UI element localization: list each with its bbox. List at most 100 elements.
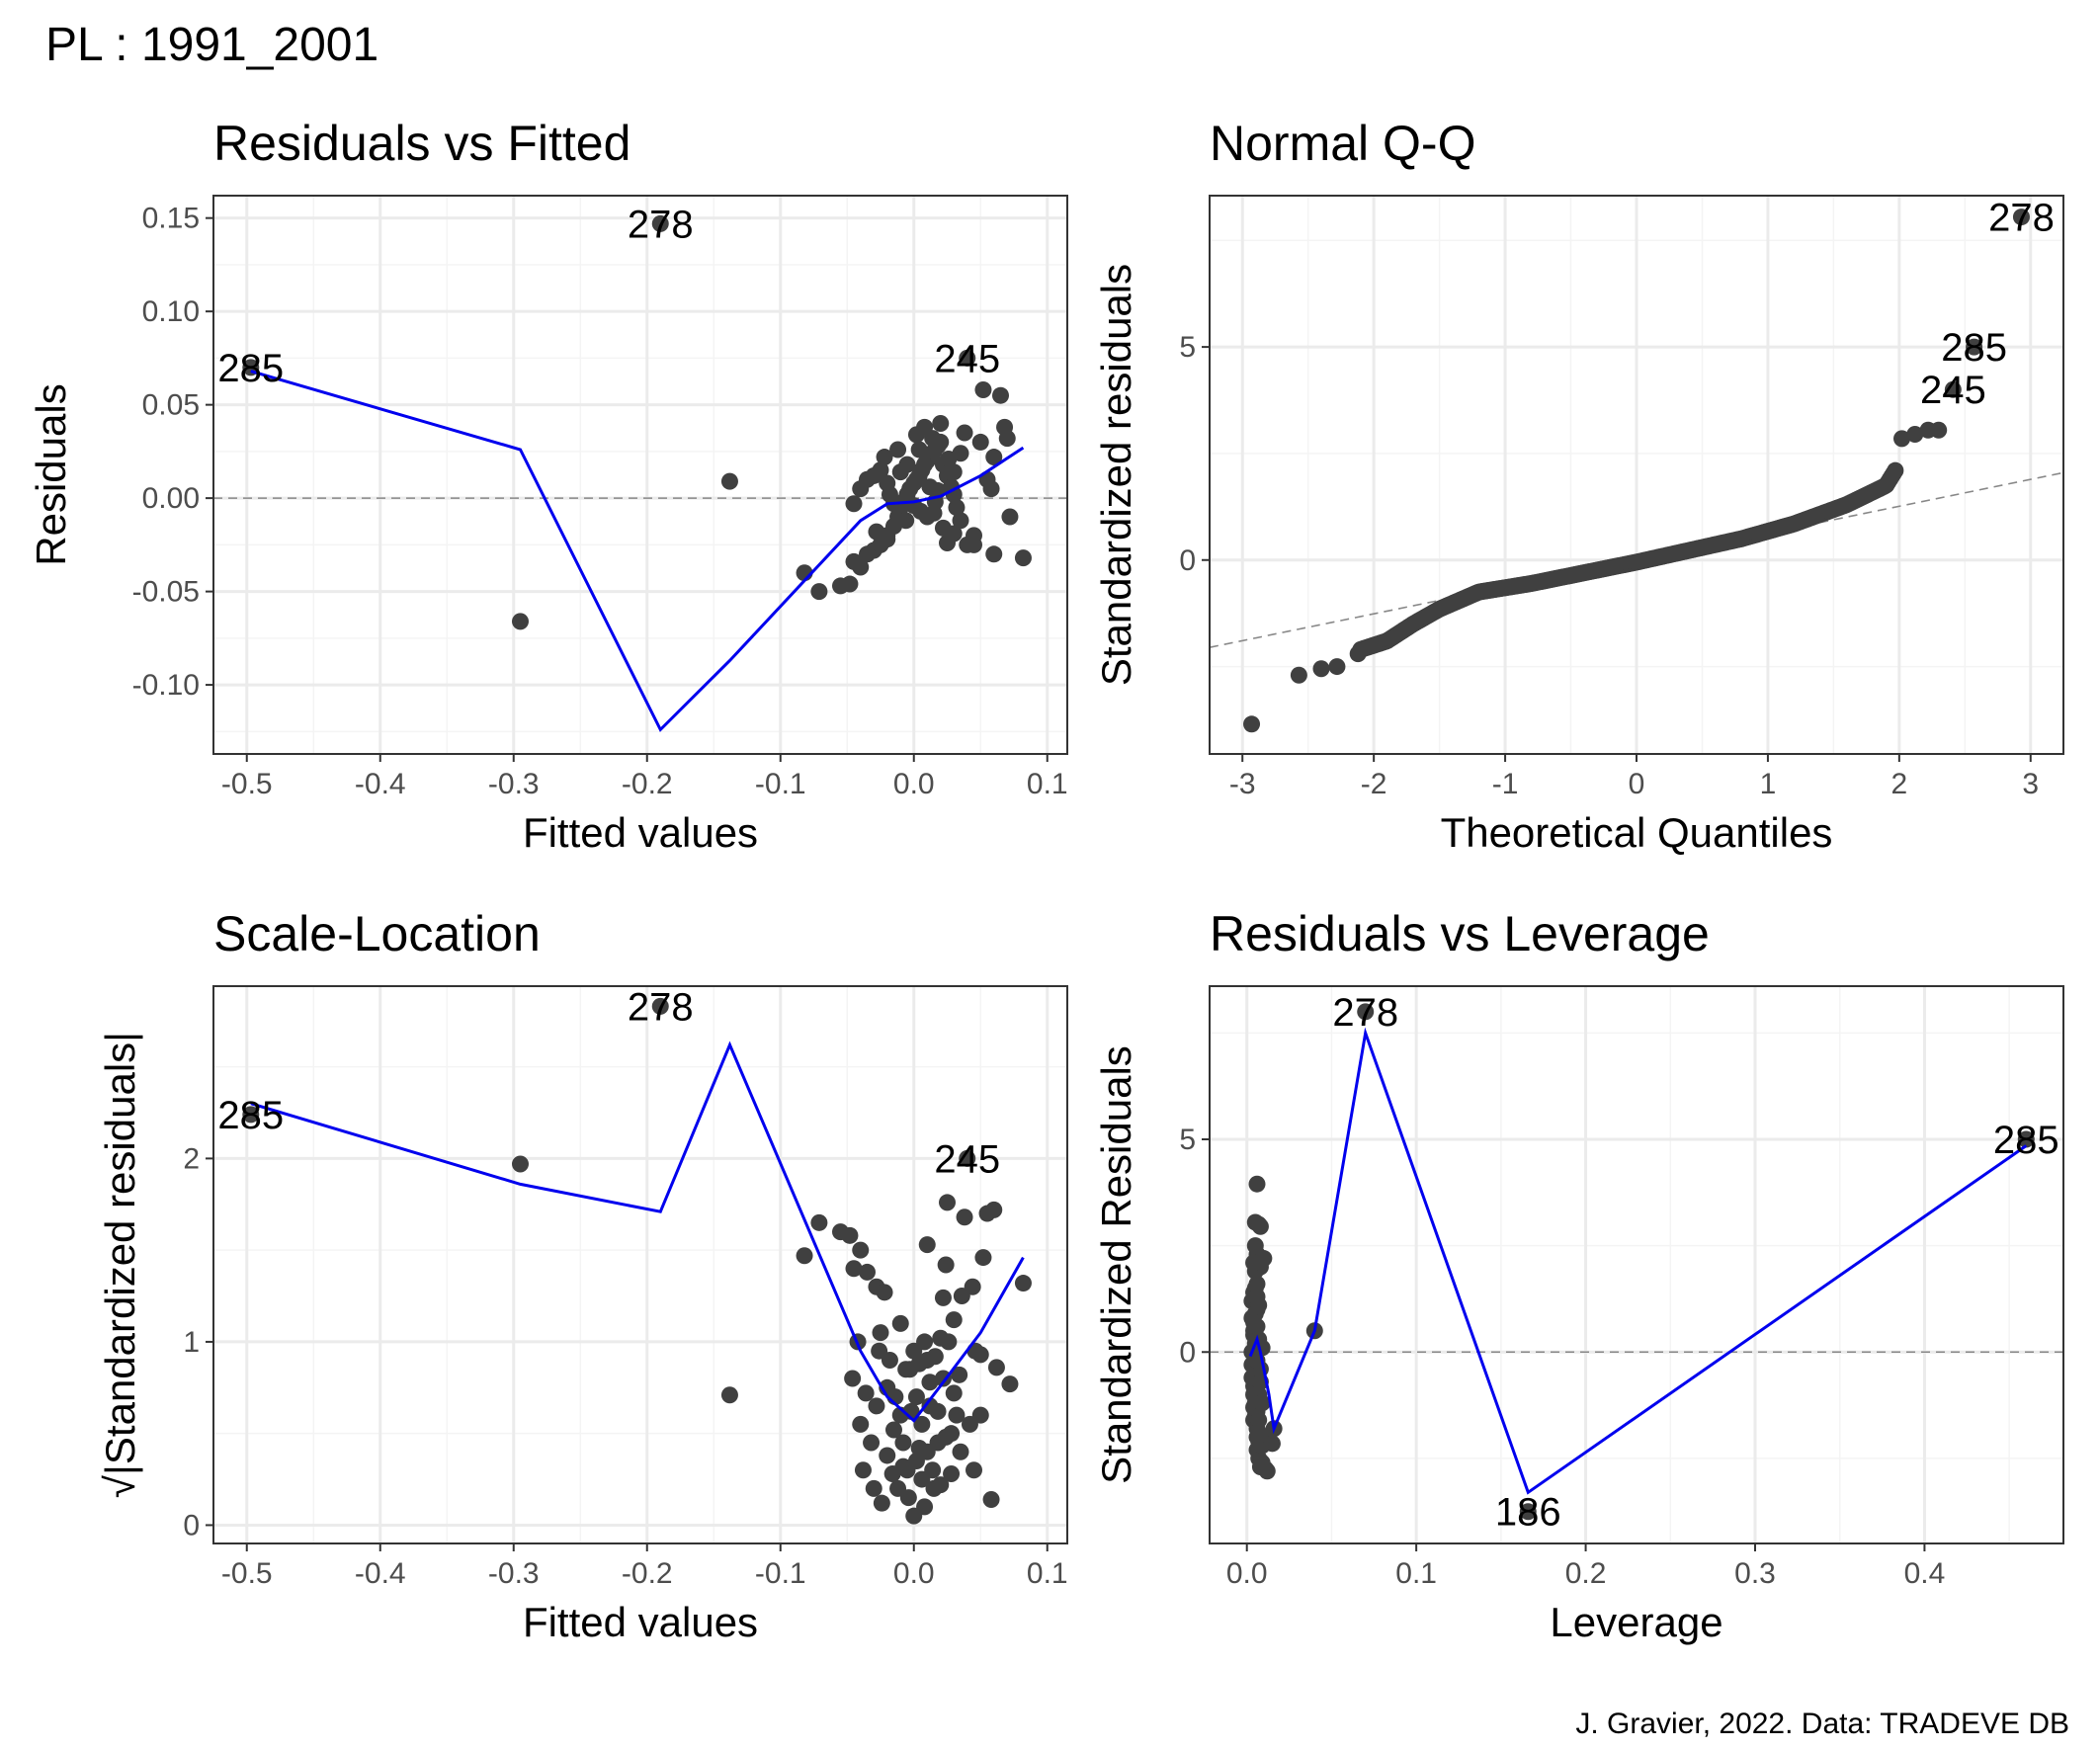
data-point <box>845 495 863 513</box>
smooth-line <box>250 370 1025 732</box>
panel-title: Normal Q-Q <box>1210 116 1475 171</box>
data-point <box>905 1342 923 1360</box>
data-point <box>885 1421 902 1439</box>
data-point <box>868 1397 885 1415</box>
x-tick-label: -0.2 <box>622 1557 673 1590</box>
y-tick-label: 5 <box>1179 1124 1196 1156</box>
x-tick-label: -2 <box>1361 768 1387 800</box>
data-point <box>852 1415 870 1433</box>
data-point <box>913 1415 931 1433</box>
point-label: 285 <box>217 347 284 390</box>
y-tick-label: 5 <box>1179 331 1196 364</box>
data-point <box>898 456 916 473</box>
data-point <box>841 1226 859 1244</box>
data-point <box>966 1342 984 1360</box>
data-point <box>924 1461 942 1479</box>
x-axis-label: Fitted values <box>523 1599 758 1645</box>
data-point <box>959 349 976 367</box>
data-point <box>242 1106 260 1124</box>
data-point <box>876 1284 893 1301</box>
data-point <box>987 1359 1005 1376</box>
data-point <box>857 1384 875 1402</box>
data-point <box>1248 1175 1266 1193</box>
data-point <box>1519 1503 1537 1521</box>
data-point <box>966 536 982 553</box>
data-point <box>1001 1375 1019 1393</box>
data-point <box>1014 549 1032 567</box>
point-label: 245 <box>934 1137 1000 1181</box>
x-tick-label: -0.4 <box>355 1557 406 1590</box>
data-point <box>1906 426 1924 444</box>
x-tick-label: -0.2 <box>622 768 673 800</box>
data-point <box>810 1213 828 1231</box>
data-point <box>651 214 669 232</box>
smooth-line <box>1248 1027 2028 1495</box>
data-point <box>897 512 915 530</box>
data-point <box>720 472 738 490</box>
data-point <box>974 381 992 399</box>
data-point <box>1243 715 1261 733</box>
point-label: 278 <box>1332 991 1398 1035</box>
y-tick-label: 0.10 <box>142 295 200 328</box>
y-tick-label: 0.00 <box>142 482 200 515</box>
x-axis-label: Leverage <box>1550 1599 1722 1645</box>
data-point <box>1001 508 1019 526</box>
data-point <box>1887 461 1904 479</box>
point-label: 278 <box>1988 197 2055 240</box>
data-point <box>1930 421 1948 439</box>
data-point <box>876 449 893 466</box>
x-tick-label: 3 <box>2022 768 2039 800</box>
data-point <box>945 1311 963 1329</box>
x-tick-label: 0 <box>1629 768 1645 800</box>
data-point <box>872 461 889 479</box>
data-point <box>956 1208 973 1226</box>
figure-title: PL : 1991_2001 <box>45 19 378 71</box>
x-axis-label: Fitted values <box>523 809 758 856</box>
data-point <box>1944 380 1962 398</box>
data-point <box>844 1370 862 1387</box>
data-point <box>918 1443 936 1460</box>
x-tick-label: -0.4 <box>355 768 406 800</box>
data-point <box>891 1314 909 1332</box>
x-tick-label: -0.1 <box>755 1557 806 1590</box>
data-point <box>932 415 950 433</box>
y-tick-label: 1 <box>183 1326 200 1359</box>
data-point <box>985 1201 1003 1218</box>
data-point <box>796 1247 813 1265</box>
data-point <box>1250 1411 1268 1429</box>
x-tick-label: -0.1 <box>755 768 806 800</box>
data-point <box>845 1260 863 1278</box>
x-tick-label: 0.1 <box>1027 1557 1068 1590</box>
data-point <box>883 1465 901 1482</box>
data-point <box>810 583 828 601</box>
data-point <box>910 441 928 458</box>
point-label: 245 <box>934 337 1000 380</box>
point-label: 186 <box>1495 1491 1561 1535</box>
data-point <box>940 450 958 467</box>
data-point <box>872 1324 889 1342</box>
point-label: 285 <box>217 1094 284 1137</box>
data-point <box>964 1278 981 1295</box>
data-point <box>971 1406 989 1424</box>
data-point <box>943 1465 961 1482</box>
panel-residuals-vs-leverage: 278 186 285 0.0 0.1 0.2 0.3 0.4 0 5 Residuals vs L… <box>1093 906 2064 1645</box>
x-tick-label: -0.5 <box>221 1557 273 1590</box>
y-axis-label: Standardized Residuals <box>1093 1045 1139 1484</box>
y-tick-label: 0 <box>1179 1336 1196 1369</box>
x-tick-label: 0.3 <box>1734 1557 1776 1590</box>
data-point <box>907 1388 925 1406</box>
data-point <box>916 1498 934 1516</box>
x-tick-label: -0.5 <box>221 768 273 800</box>
data-point <box>1251 1217 1269 1235</box>
data-point <box>1257 1460 1275 1478</box>
plot-background <box>1210 986 2063 1543</box>
data-point <box>939 1194 956 1211</box>
data-point <box>899 1489 917 1507</box>
panel-title: Residuals vs Fitted <box>213 116 630 171</box>
data-point <box>945 1384 963 1402</box>
y-axis-label: Residuals <box>28 383 74 565</box>
data-point <box>1263 1435 1281 1453</box>
x-tick-label: -0.3 <box>488 768 540 800</box>
smooth-line <box>250 1041 1025 1423</box>
